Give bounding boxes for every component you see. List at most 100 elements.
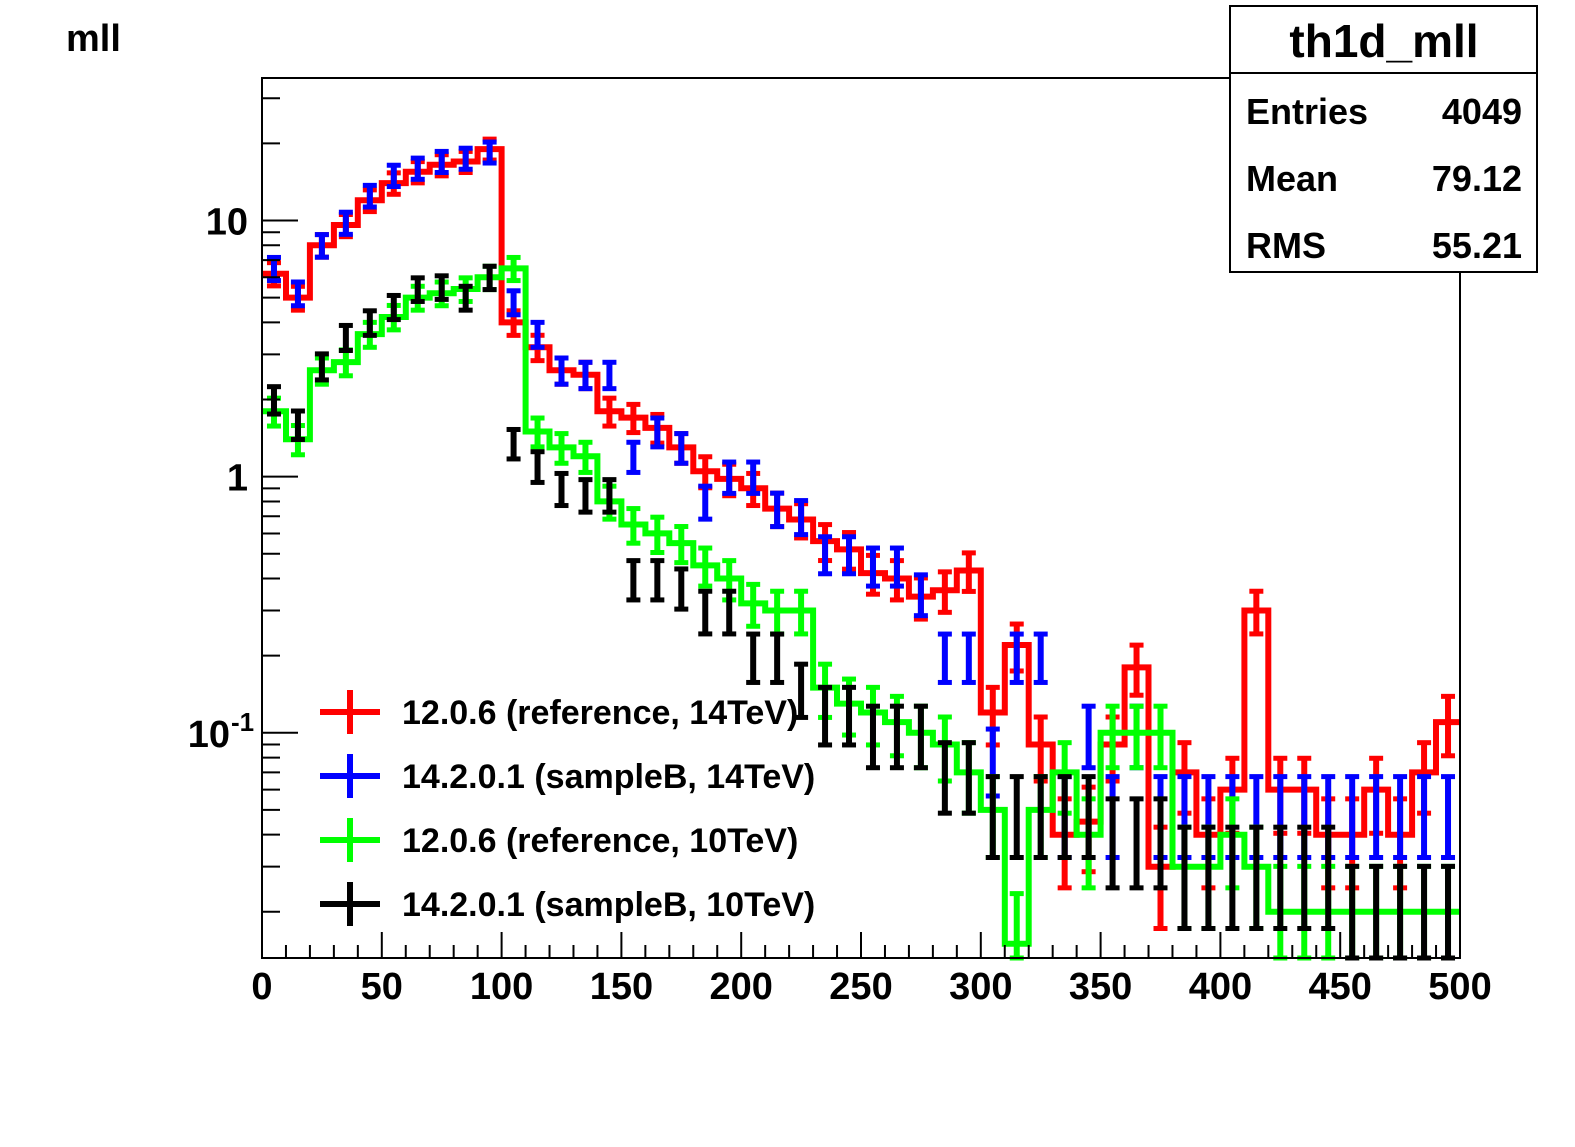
legend-label: 12.0.6 (reference, 10TeV): [402, 822, 798, 860]
stats-rms-label: RMS: [1246, 225, 1326, 266]
series-0-point: [937, 569, 952, 615]
series-3-point: [1321, 824, 1336, 932]
series-1-point: [818, 534, 833, 577]
series-1-point: [674, 431, 689, 466]
y-tick-label: 10: [188, 714, 230, 756]
series-3-point: [1297, 824, 1312, 932]
stats-box-name: th1d_mll: [1289, 15, 1478, 67]
series-3-point: [794, 661, 809, 720]
series-2-point: [1153, 703, 1168, 771]
series-0-point: [961, 550, 976, 594]
series-3-point: [338, 322, 353, 353]
series-1-point: [362, 182, 377, 210]
x-tick-label: 250: [829, 966, 892, 1008]
series-3-point: [1249, 824, 1264, 932]
series-3-point: [961, 740, 976, 816]
x-tick-label: 350: [1069, 966, 1132, 1008]
series-0-point: [1033, 714, 1048, 784]
series-3-point: [410, 275, 425, 304]
series-0-point: [602, 395, 617, 429]
series-2-point: [554, 431, 569, 466]
series-0-point: [1129, 642, 1144, 698]
series-0-point: [1441, 693, 1456, 759]
series-3-point: [674, 566, 689, 612]
series-3-point: [865, 703, 880, 771]
series-2-point: [506, 254, 521, 284]
series-1-point: [650, 415, 665, 450]
series-1-point: [410, 155, 425, 182]
series-3-point: [554, 470, 569, 509]
series-1-point: [961, 631, 976, 685]
series-3-point: [482, 263, 497, 293]
series-1-point: [1393, 774, 1408, 860]
series-3-point: [362, 308, 377, 338]
series-3-point: [530, 449, 545, 485]
series-3-point: [290, 408, 305, 443]
series-1-point: [1081, 703, 1096, 771]
series-3-point: [506, 426, 521, 462]
series-2-point: [578, 439, 593, 475]
series-2-point: [626, 506, 641, 546]
series-1-point: [338, 209, 353, 237]
series-2-point: [746, 581, 761, 629]
series-3-point: [1129, 796, 1144, 891]
legend: 12.0.6 (reference, 14TeV) 14.2.0.1 (sampl…: [320, 690, 815, 926]
series-1-point: [865, 545, 880, 589]
series-3-point: [842, 684, 857, 748]
series-3-point: [913, 703, 928, 771]
series-1-point: [722, 459, 737, 496]
series-3-point: [626, 558, 641, 603]
series-1-point: [1033, 631, 1048, 685]
series-layer: [262, 136, 1460, 961]
series-1-point: [746, 459, 761, 496]
legend-item: 12.0.6 (reference, 14TeV): [320, 690, 798, 734]
series-1-point: [458, 145, 473, 172]
x-tick-label: 50: [361, 966, 403, 1008]
series-1-point: [434, 148, 449, 176]
series-3-point: [602, 477, 617, 515]
pad-title: mll: [66, 18, 121, 60]
series-3-point: [722, 588, 737, 637]
series-3: [266, 263, 1456, 961]
x-tick-label: 300: [949, 966, 1012, 1008]
series-0-point: [626, 401, 641, 436]
series-2-line: [262, 265, 1460, 947]
series-2-point: [1129, 703, 1144, 771]
series-3-point: [314, 351, 329, 383]
x-tick-label: 0: [251, 966, 272, 1008]
series-1-point: [1345, 774, 1360, 860]
series-3-point: [386, 292, 401, 323]
series-1-point: [770, 490, 785, 530]
series-3-point: [937, 740, 952, 816]
y-tick-exponent: -1: [231, 707, 254, 737]
stats-entries-label: Entries: [1246, 91, 1368, 132]
stats-entries-value: 4049: [1442, 91, 1522, 132]
series-2-point: [1105, 703, 1120, 771]
series-3-point: [746, 631, 761, 685]
series-2-point: [1009, 891, 1024, 961]
series-3-point: [458, 283, 473, 313]
x-tick-label: 500: [1428, 966, 1491, 1008]
series-3-point: [650, 558, 665, 603]
series-3-point: [698, 588, 713, 637]
series-3-point: [1033, 774, 1048, 860]
series-1-point: [290, 279, 305, 309]
x-tick-label: 150: [590, 966, 653, 1008]
series-1-point: [602, 359, 617, 392]
series-0-point: [1249, 588, 1264, 637]
series-1-point: [626, 439, 641, 475]
stats-box: th1d_mll Entries 4049 Mean 79.12 RMS 55.…: [1229, 5, 1538, 273]
series-1-point: [1009, 631, 1024, 685]
y-tick-label: 1: [227, 458, 248, 500]
series-1-point: [314, 232, 329, 260]
series-3-point: [1177, 824, 1192, 932]
series-1-point: [794, 498, 809, 538]
series-2-point: [674, 524, 689, 566]
legend-label: 12.0.6 (reference, 14TeV): [402, 694, 798, 732]
series-2-point: [650, 514, 665, 555]
series-3-point: [1273, 824, 1288, 932]
legend-item: 14.2.0.1 (sampleB, 10TeV): [320, 882, 815, 926]
